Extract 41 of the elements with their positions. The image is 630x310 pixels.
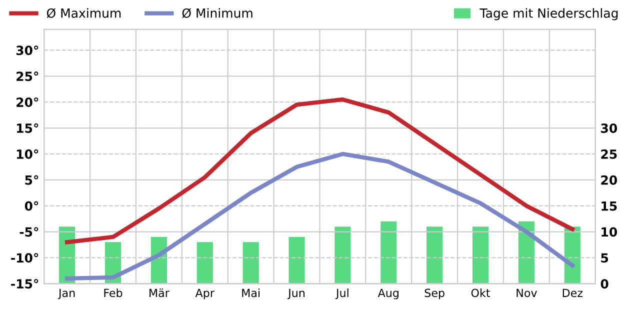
x-tick-label: Aug <box>378 288 398 300</box>
bar <box>472 226 489 284</box>
y2-tick-label: 20 <box>601 175 618 185</box>
y2-tick-label: 15 <box>602 201 617 211</box>
x-tick-label: Sep <box>424 288 444 300</box>
legend-label: Tage mit Niederschlag <box>480 8 618 20</box>
y-tick-label: 20° <box>16 97 38 108</box>
x-tick-label: Jun <box>288 288 304 300</box>
bar <box>196 242 213 284</box>
y-tick-label: -15° <box>11 279 38 289</box>
y2-tick-label: 30 <box>601 123 618 133</box>
x-tick-label: Jul <box>335 288 348 300</box>
bar <box>242 242 259 284</box>
y-tick-label: 10° <box>17 149 38 159</box>
y-tick-label: 15° <box>17 123 38 133</box>
y2-tick-label: 25 <box>601 149 617 159</box>
legend-label: Ø Minimum <box>182 8 252 18</box>
bar <box>288 236 305 284</box>
line-series <box>64 97 574 244</box>
x-tick-label: Okt <box>471 288 490 298</box>
x-tick-label: Mär <box>150 288 170 298</box>
x-tick-label: Mai <box>242 288 260 298</box>
y-tick-label: -5° <box>20 227 38 237</box>
x-tick-label: Apr <box>195 288 214 300</box>
x-tick-label: Dez <box>562 288 583 298</box>
x-tick-label: Feb <box>104 288 122 298</box>
y2-tick-label: 5 <box>601 253 608 263</box>
y2-tick-label: 0 <box>600 279 608 289</box>
y-tick-label: -10° <box>11 253 38 263</box>
bar <box>426 226 443 284</box>
y-tick-label: 30° <box>16 46 38 56</box>
y-tick-label: 0° <box>24 201 38 211</box>
y-tick-label: 5° <box>25 175 38 185</box>
line-series <box>64 152 574 281</box>
bar <box>380 221 397 284</box>
bar <box>334 226 351 284</box>
x-tick-label: Nov <box>516 288 537 298</box>
y2-tick-label: 10 <box>602 227 618 237</box>
y-tick-label: 25° <box>16 72 38 82</box>
legend-label: Ø Maximum <box>46 8 121 18</box>
x-tick-label: Jan <box>58 288 75 300</box>
